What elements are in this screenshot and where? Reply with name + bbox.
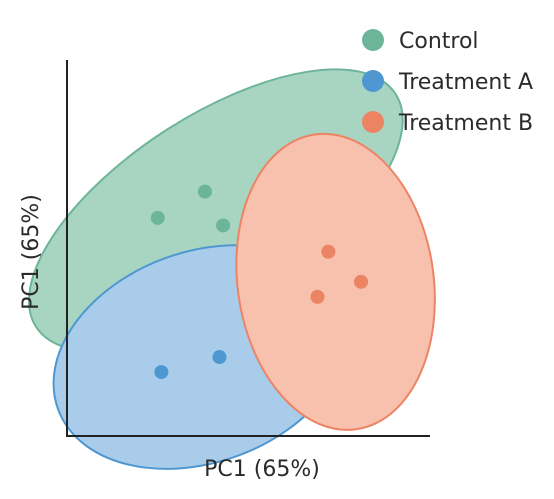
treatment-b-point xyxy=(321,244,336,259)
control-legend-marker xyxy=(362,29,384,51)
control-point xyxy=(150,210,165,225)
treatment-b-legend-label: Treatment B xyxy=(398,111,533,136)
treatment-b-legend-marker xyxy=(362,111,384,133)
treatment-a-point xyxy=(212,350,227,365)
control-legend-label: Control xyxy=(399,29,479,54)
cluster-ellipses xyxy=(28,68,436,470)
treatment-a-point xyxy=(154,365,169,380)
treatment-b-point xyxy=(354,274,369,289)
legend: Control Treatment A Treatment B xyxy=(362,29,533,136)
treatment-a-legend-label: Treatment A xyxy=(398,70,533,95)
y-axis-label: PC1 (65%) xyxy=(19,194,44,310)
control-point xyxy=(197,184,212,199)
treatment-a-legend-marker xyxy=(362,70,384,92)
x-axis-label: PC1 (65%) xyxy=(204,457,320,482)
treatment-b-ellipse xyxy=(235,132,436,431)
data-points xyxy=(150,184,369,380)
control-point xyxy=(216,218,231,233)
treatment-b-point xyxy=(310,289,325,304)
